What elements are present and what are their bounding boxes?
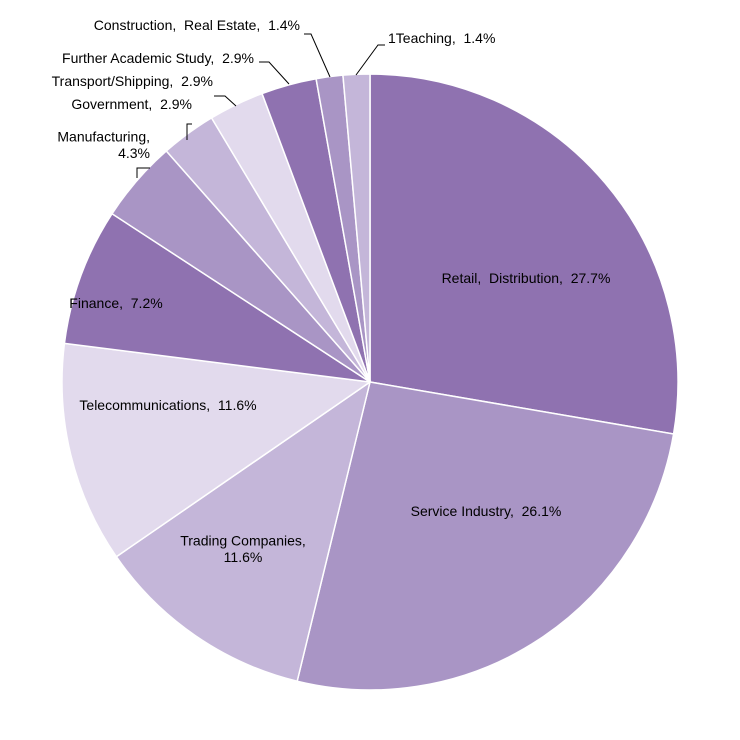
slice-label-line: Trading Companies, [180, 532, 306, 548]
pie-slice-retail-distribution [369, 73, 679, 435]
leader-line [355, 44, 385, 76]
pie-slice-service-industry [296, 381, 675, 691]
slice-label: Manufacturing, 4.3% [57, 128, 150, 161]
pie-slice-finance [63, 212, 371, 383]
slice-label: Construction, Real Estate, 1.4% [94, 17, 300, 33]
slice-label-line: Retail, Distribution, 27.7% [442, 270, 611, 286]
pie-slice-telecommunications [61, 342, 373, 558]
slice-label: Finance, 7.2% [69, 295, 162, 311]
slice-label: Government, 2.9% [71, 96, 192, 112]
leader-line [259, 61, 290, 85]
slice-label: Transport/Shipping, 2.9% [52, 73, 213, 89]
slice-label: 1Teaching, 1.4% [388, 30, 495, 46]
pie-slices [61, 73, 679, 691]
leader-line [304, 33, 331, 78]
leader-line [136, 167, 150, 178]
pie-slice-trading-companies [115, 380, 372, 683]
leader-line [186, 123, 192, 140]
slice-label-line: Construction, Real Estate, 1.4% [94, 17, 300, 33]
slice-label: Service Industry, 26.1% [411, 503, 562, 519]
slice-label-line: Further Academic Study, 2.9% [62, 50, 254, 66]
slice-label-line: Service Industry, 26.1% [411, 503, 562, 519]
slice-label-line: 11.6% [224, 549, 263, 565]
leader-lines [136, 33, 385, 178]
slice-label-line: Telecommunications, 11.6% [79, 397, 256, 413]
slice-labels: Retail, Distribution, 27.7% Service Indus… [52, 17, 611, 565]
leader-line [214, 95, 237, 107]
slice-label-line: 1Teaching, 1.4% [388, 30, 495, 46]
slice-label-line: 4.3% [118, 145, 150, 161]
slice-label: Telecommunications, 11.6% [79, 397, 256, 413]
slice-label-line: Government, 2.9% [71, 96, 192, 112]
slice-label-line: Transport/Shipping, 2.9% [52, 73, 213, 89]
slice-label-line: Manufacturing, [57, 128, 150, 144]
slice-label-line: Finance, 7.2% [69, 295, 162, 311]
slice-label: Retail, Distribution, 27.7% [442, 270, 611, 286]
slice-label: Trading Companies, 11.6% [180, 532, 306, 565]
slice-label: Further Academic Study, 2.9% [62, 50, 254, 66]
